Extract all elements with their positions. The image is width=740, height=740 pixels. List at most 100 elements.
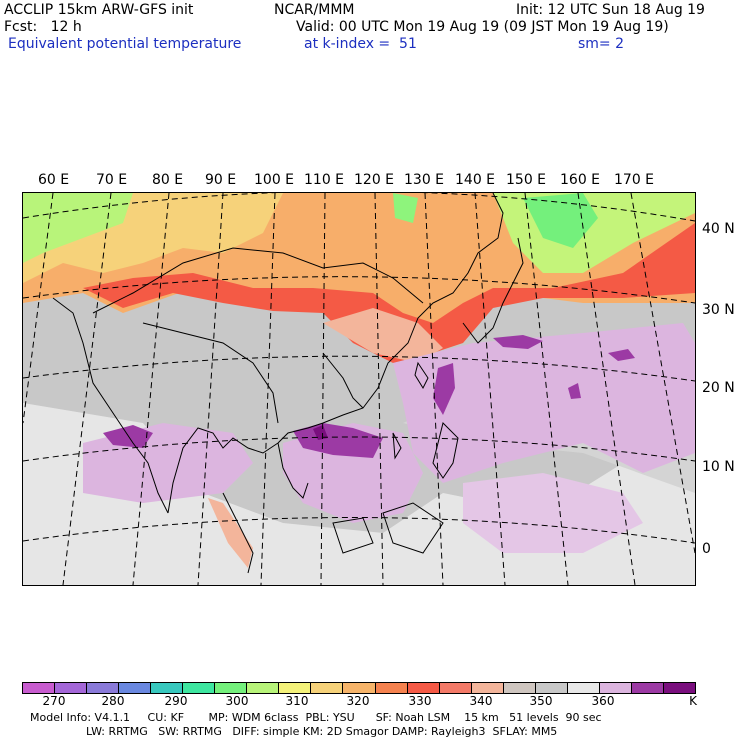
lon-label: 100 E bbox=[254, 172, 295, 188]
meridian bbox=[474, 193, 506, 585]
colorbar-swatch bbox=[247, 683, 280, 693]
border bbox=[322, 352, 364, 409]
coastline bbox=[52, 297, 169, 514]
meridian bbox=[374, 193, 384, 585]
meridian bbox=[132, 193, 170, 585]
colorbar-swatch bbox=[535, 683, 568, 693]
colorbar-swatch bbox=[343, 683, 376, 693]
purple-pocket bbox=[608, 349, 635, 361]
purple-pocket bbox=[313, 425, 328, 440]
colorbar-swatch bbox=[471, 683, 504, 693]
colorbar-tick: 270 bbox=[42, 694, 66, 708]
coastline bbox=[382, 502, 444, 554]
colorbar bbox=[22, 682, 696, 694]
theta-e-map bbox=[22, 192, 696, 586]
colorbar-swatch bbox=[311, 683, 344, 693]
green-field bbox=[393, 193, 418, 223]
coastline bbox=[222, 492, 254, 574]
lon-label: 90 E bbox=[205, 172, 237, 188]
valid-time: Valid: 00 UTC Mon 19 Aug 19 (09 JST Mon … bbox=[296, 19, 669, 35]
init-time: Init: 12 UTC Sun 18 Aug 19 bbox=[516, 2, 705, 18]
lon-label: 140 E bbox=[455, 172, 496, 188]
smoothing-info: sm= 2 bbox=[578, 36, 625, 52]
purple-pocket bbox=[493, 335, 543, 349]
lon-label: 80 E bbox=[152, 172, 184, 188]
light-green-field bbox=[23, 193, 133, 263]
colorbar-swatch bbox=[215, 683, 248, 693]
colorbar-swatch bbox=[279, 683, 312, 693]
colorbar-tick: 290 bbox=[164, 694, 188, 708]
colorbar-tick: 280 bbox=[101, 694, 125, 708]
coastline bbox=[462, 237, 524, 344]
colorbar-tick: 300 bbox=[225, 694, 249, 708]
lon-label: 170 E bbox=[614, 172, 655, 188]
colorbar-swatch bbox=[663, 683, 695, 693]
border bbox=[142, 322, 279, 424]
purple-pocket bbox=[433, 363, 455, 415]
coastline bbox=[277, 442, 309, 499]
meridian bbox=[630, 193, 695, 554]
coastline bbox=[277, 193, 504, 444]
meridian bbox=[424, 193, 444, 585]
meridian bbox=[260, 193, 276, 585]
colorbar-tick: 320 bbox=[346, 694, 370, 708]
field-name: Equivalent potential temperature bbox=[8, 36, 242, 52]
coastline bbox=[167, 427, 279, 514]
lat-label: 40 N bbox=[702, 221, 735, 237]
meridian bbox=[62, 193, 112, 585]
model-info-line2: LW: RRTMG SW: RRTMG DIFF: simple KM: 2D … bbox=[30, 725, 558, 738]
green-field bbox=[523, 193, 598, 248]
coastline bbox=[392, 432, 402, 460]
model-info-line1: Model Info: V4.1.1 CU: KF MP: WDM 6class… bbox=[30, 711, 602, 724]
level-info: at k-index = 51 bbox=[304, 36, 417, 52]
colorbar-swatch bbox=[375, 683, 408, 693]
lat-lon-grid bbox=[23, 193, 695, 585]
colorbar-swatch bbox=[599, 683, 632, 693]
colorbar-tick: 310 bbox=[285, 694, 309, 708]
meridian bbox=[524, 193, 569, 585]
lavender-field bbox=[393, 323, 695, 483]
lat-label: 10 N bbox=[702, 459, 735, 475]
colorbar-swatch bbox=[87, 683, 120, 693]
peach-field bbox=[208, 498, 253, 568]
colorbar-unit: K bbox=[689, 694, 697, 708]
lon-label: 130 E bbox=[404, 172, 445, 188]
colorbar-swatch bbox=[567, 683, 600, 693]
colorbar-swatch bbox=[631, 683, 664, 693]
colorbar-tick: 340 bbox=[469, 694, 493, 708]
meridian bbox=[23, 193, 54, 424]
coastline bbox=[332, 517, 374, 554]
colorbar-tick: 350 bbox=[529, 694, 553, 708]
meridian bbox=[197, 193, 224, 585]
colorbar-swatch bbox=[55, 683, 88, 693]
purple-pocket bbox=[103, 425, 153, 448]
colorbar-swatch bbox=[183, 683, 216, 693]
colorbar-swatch bbox=[119, 683, 152, 693]
lon-label: 120 E bbox=[354, 172, 395, 188]
lon-label: 110 E bbox=[304, 172, 345, 188]
border bbox=[92, 247, 424, 314]
lon-label: 60 E bbox=[38, 172, 70, 188]
meridian bbox=[320, 193, 326, 585]
colorbar-tick: 360 bbox=[591, 694, 615, 708]
lat-label: 0 bbox=[702, 541, 711, 557]
colorbar-swatch bbox=[439, 683, 472, 693]
forecast-hour: Fcst: 12 h bbox=[4, 19, 82, 35]
colorbar-swatch bbox=[151, 683, 184, 693]
meridian bbox=[577, 193, 636, 585]
purple-pocket bbox=[568, 383, 581, 399]
coastlines bbox=[52, 193, 524, 574]
colorbar-swatch bbox=[503, 683, 536, 693]
lon-label: 150 E bbox=[506, 172, 547, 188]
peach-field bbox=[323, 308, 443, 363]
lat-label: 30 N bbox=[702, 302, 735, 318]
colorbar-tick: 330 bbox=[408, 694, 432, 708]
lon-label: 70 E bbox=[96, 172, 128, 188]
center-name: NCAR/MMM bbox=[274, 2, 355, 18]
coastline bbox=[414, 361, 429, 390]
model-title: ACCLIP 15km ARW-GFS init bbox=[4, 2, 194, 18]
lon-label: 160 E bbox=[560, 172, 601, 188]
lavender-field bbox=[463, 473, 643, 553]
coastline bbox=[432, 422, 459, 479]
lat-label: 20 N bbox=[702, 380, 735, 396]
